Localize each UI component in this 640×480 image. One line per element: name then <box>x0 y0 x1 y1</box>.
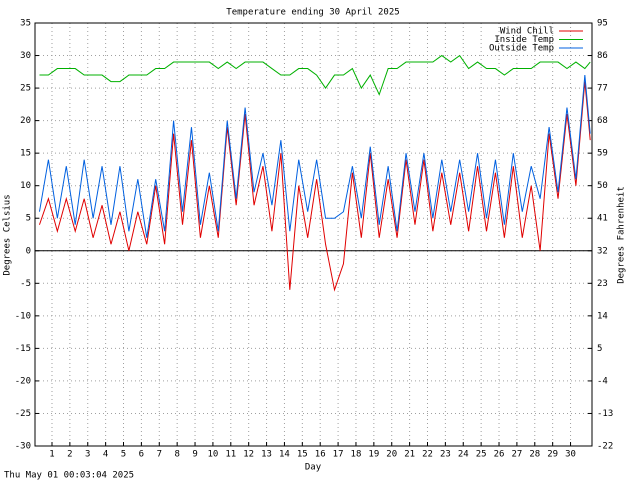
x-tick-label: 3 <box>85 450 90 460</box>
y2-tick-label: 68 <box>597 116 608 126</box>
series-line <box>38 75 591 238</box>
x-tick-label: 4 <box>103 450 108 460</box>
y-tick-label: 10 <box>20 181 31 191</box>
x-tick-label: 2 <box>67 450 72 460</box>
x-tick-label: 13 <box>261 450 272 460</box>
x-tick-label: 5 <box>121 450 126 460</box>
footer-timestamp: Thu May 01 00:03:04 2025 <box>4 471 134 480</box>
x-tick-label: 7 <box>157 450 162 460</box>
x-tick-label: 28 <box>529 450 540 460</box>
x-tick-label: 15 <box>297 450 308 460</box>
y-tick-label: -15 <box>15 344 31 354</box>
y2-axis-label: Degrees Fahrenheit <box>617 186 627 284</box>
y-tick-label: -5 <box>20 279 31 289</box>
series-line <box>38 81 591 292</box>
x-tick-label: 10 <box>207 450 218 460</box>
x-tick-label: 27 <box>511 450 522 460</box>
y-tick-label: -10 <box>15 311 31 321</box>
x-tick-label: 22 <box>422 450 433 460</box>
y2-tick-label: 77 <box>597 84 608 94</box>
chart-title: Temperature ending 30 April 2025 <box>226 8 399 18</box>
y-tick-label: -30 <box>15 442 31 452</box>
legend-label: Outside Temp <box>489 44 554 54</box>
y-tick-label: 5 <box>26 214 31 224</box>
x-tick-label: 17 <box>333 450 344 460</box>
x-tick-label: 8 <box>174 450 179 460</box>
y2-tick-label: 5 <box>597 344 602 354</box>
x-tick-label: 19 <box>368 450 379 460</box>
x-axis-label: Day <box>305 463 322 473</box>
x-tick-label: 12 <box>243 450 254 460</box>
y-tick-label: 35 <box>20 19 31 29</box>
x-tick-label: 23 <box>440 450 451 460</box>
legend-label: Inside Temp <box>494 35 554 45</box>
y2-tick-label: 14 <box>597 311 608 321</box>
y2-tick-label: -4 <box>597 376 608 386</box>
y-tick-label: 0 <box>26 246 31 256</box>
y2-tick-label: 95 <box>597 19 608 29</box>
legend-label: Wind Chill <box>500 27 554 37</box>
x-tick-label: 16 <box>315 450 326 460</box>
x-tick-label: 11 <box>225 450 236 460</box>
y2-tick-label: 86 <box>597 51 608 61</box>
y-tick-label: 30 <box>20 51 31 61</box>
y-tick-label: 25 <box>20 84 31 94</box>
y-tick-label: -25 <box>15 409 31 419</box>
y2-tick-label: 23 <box>597 279 608 289</box>
y2-tick-label: -22 <box>597 442 613 452</box>
y2-tick-label: 41 <box>597 214 608 224</box>
y2-tick-label: 50 <box>597 181 608 191</box>
x-tick-label: 26 <box>494 450 505 460</box>
x-tick-label: 6 <box>139 450 144 460</box>
y2-tick-label: -13 <box>597 409 613 419</box>
x-tick-label: 29 <box>547 450 558 460</box>
x-tick-label: 9 <box>192 450 197 460</box>
y-tick-label: 20 <box>20 116 31 126</box>
y2-tick-label: 59 <box>597 149 608 159</box>
x-tick-label: 24 <box>458 450 469 460</box>
x-tick-label: 18 <box>351 450 362 460</box>
x-tick-label: 30 <box>565 450 576 460</box>
y2-tick-label: 32 <box>597 246 608 256</box>
x-tick-label: 20 <box>386 450 397 460</box>
x-tick-label: 14 <box>279 450 290 460</box>
x-tick-label: 21 <box>404 450 415 460</box>
plot-frame <box>34 22 593 447</box>
series-line <box>39 54 591 96</box>
y-axis-label: Degrees Celsius <box>3 194 13 275</box>
y-tick-label: 15 <box>20 149 31 159</box>
x-tick-label: 25 <box>476 450 487 460</box>
y-tick-label: -20 <box>15 376 31 386</box>
x-tick-label: 1 <box>49 450 54 460</box>
